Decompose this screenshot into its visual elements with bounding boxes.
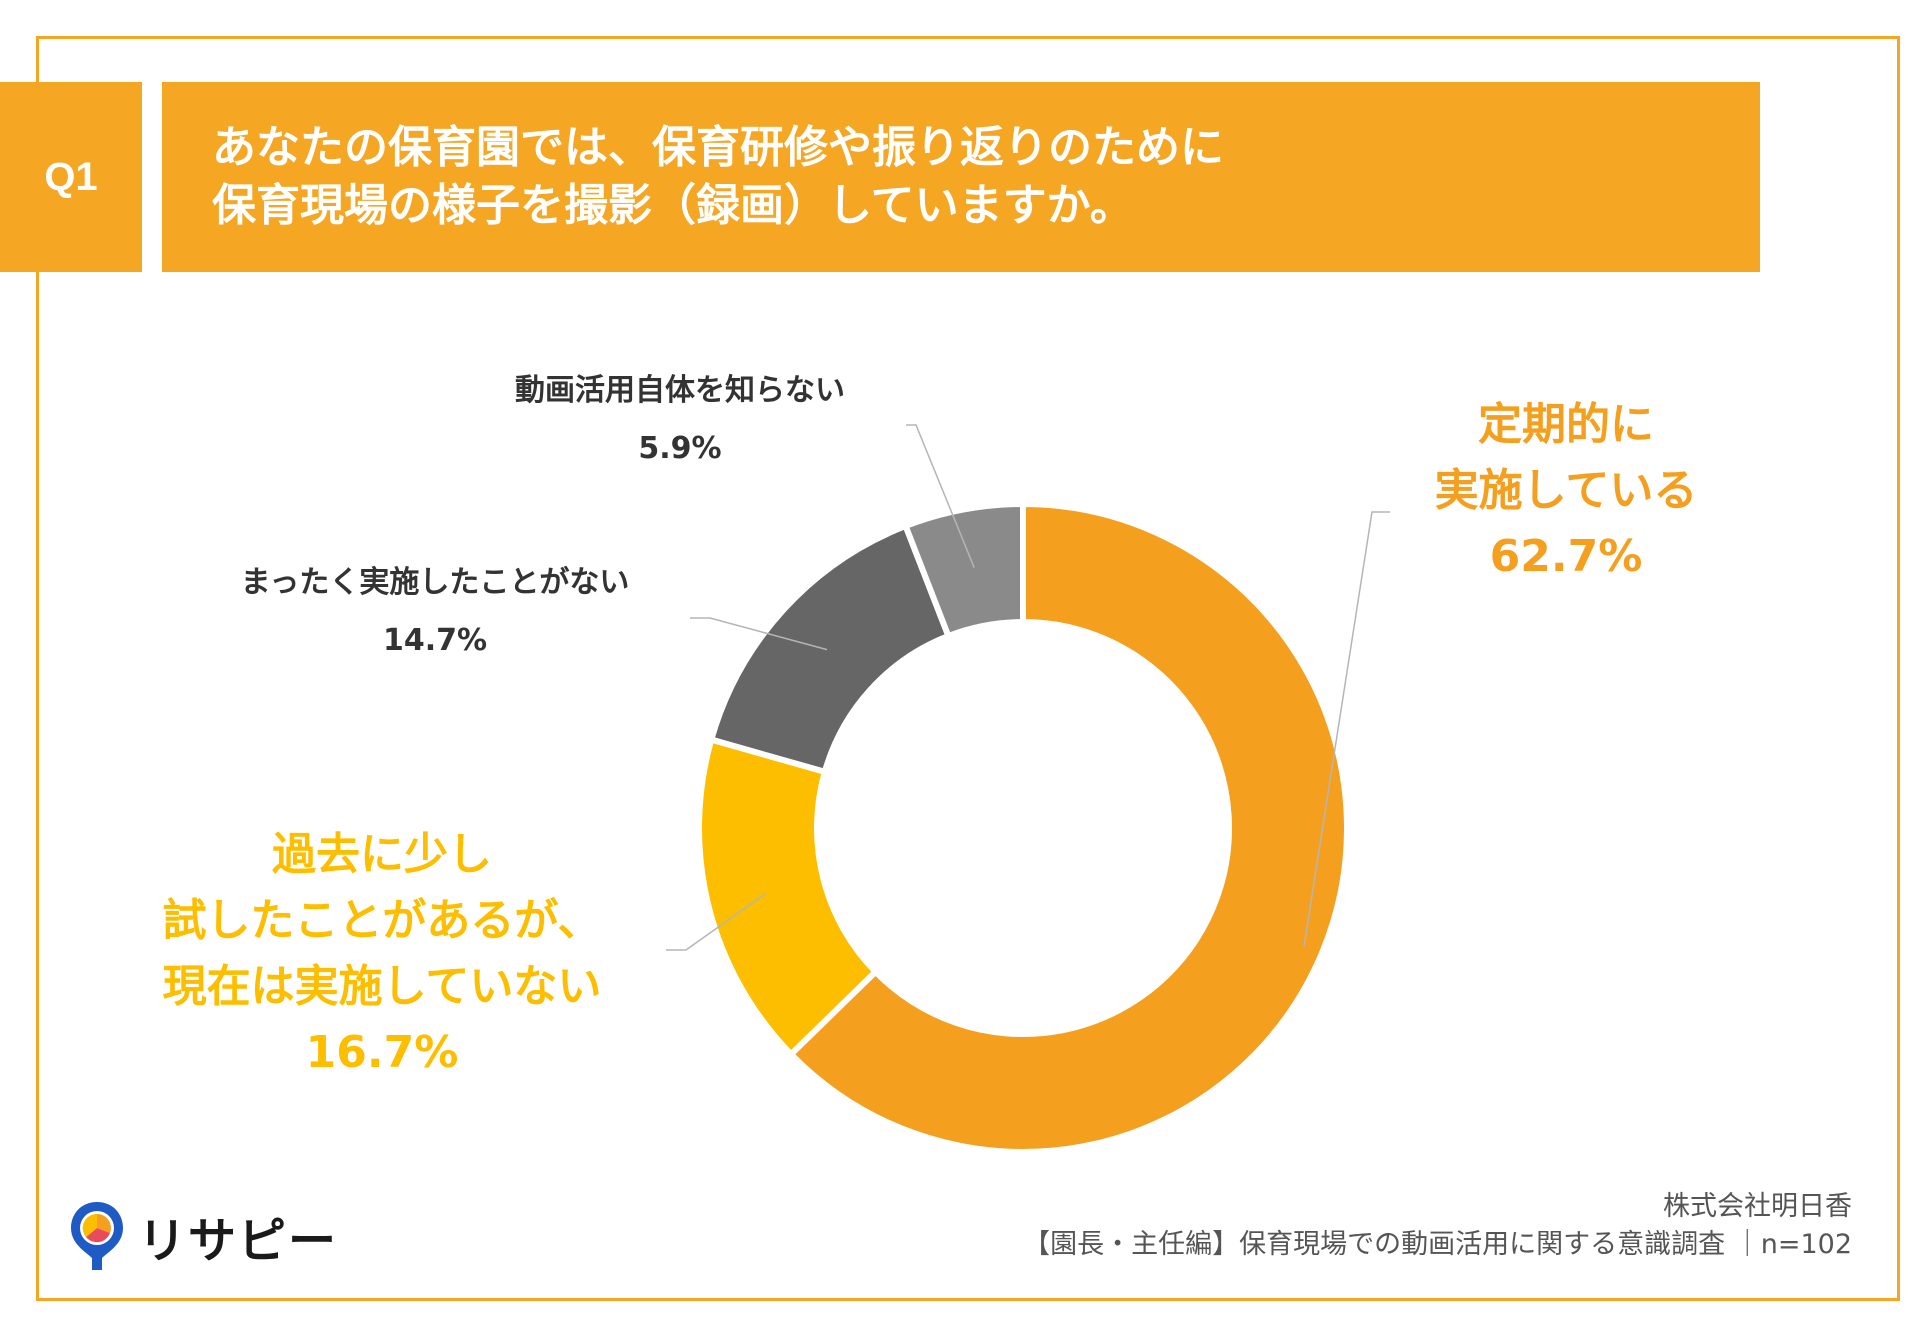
slice-label-never-line-1: まったく実施したことがない <box>240 565 630 600</box>
leader-line-unaware <box>906 424 975 568</box>
question-line-2: 保育現場の様子を撮影（録画）していますか。 <box>212 180 1134 231</box>
slice-value-unaware: 5.9% <box>638 431 722 466</box>
pin-pie-icon <box>71 1202 123 1270</box>
slice-label-past-line-2: 試したことがあるが、 <box>162 895 602 946</box>
slice-never <box>707 522 953 776</box>
leader-line-past <box>666 892 767 951</box>
source-company: 株式会社明日香 <box>1663 1191 1852 1222</box>
question-line-1: あなたの保育園では、保育研修や振り返りのために <box>212 122 1224 173</box>
slice-value-never: 14.7% <box>382 623 488 658</box>
page-frame <box>36 36 1900 1301</box>
leader-line-never <box>690 617 828 651</box>
source-note: 株式会社明日香 【園長・主任編】保育現場での動画活用に関する意識調査 ｜n=10… <box>1023 1188 1852 1264</box>
slice-label-regular-line-1: 定期的に <box>1478 399 1654 450</box>
question-number: Q1 <box>44 154 98 199</box>
brand-name: リサピー <box>138 1213 339 1269</box>
question-banner: あなたの保育園では、保育研修や振り返りのために 保育現場の様子を撮影（録画）して… <box>162 82 1760 272</box>
brand-logo: リサピー <box>68 1200 338 1272</box>
slice-label-regular: 定期的に 実施している 62.7% <box>1386 392 1746 590</box>
slice-regular <box>786 500 1350 1155</box>
slice-label-unaware-line-1: 動画活用自体を知らない <box>515 373 845 408</box>
slice-label-unaware: 動画活用自体を知らない 5.9% <box>470 362 890 478</box>
leader-line-regular <box>1303 511 1390 947</box>
source-survey: 【園長・主任編】保育現場での動画活用に関する意識調査 ｜n=102 <box>1023 1229 1852 1260</box>
slice-label-never: まったく実施したことがない 14.7% <box>190 554 680 670</box>
slice-label-past-line-1: 過去に少し <box>272 829 492 880</box>
slice-unaware <box>901 500 1026 640</box>
question-number-badge: Q1 <box>0 82 142 272</box>
slice-label-past-line-3: 現在は実施していない <box>162 961 602 1012</box>
slice-value-regular: 62.7% <box>1489 531 1643 582</box>
slice-label-regular-line-2: 実施している <box>1434 465 1698 516</box>
slice-label-past: 過去に少し 試したことがあるが、 現在は実施していない 16.7% <box>112 822 652 1086</box>
slice-value-past: 16.7% <box>305 1027 459 1078</box>
